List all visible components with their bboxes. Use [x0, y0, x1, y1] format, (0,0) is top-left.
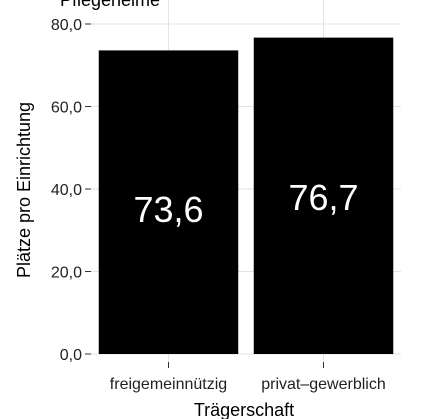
bar-2 [253, 37, 394, 355]
axis-ticks: 0,0 20,0 40,0 60,0 80,0 freigemeinnützig priva… [51, 17, 386, 393]
y-tick-label: 40,0 [51, 182, 82, 199]
y-tick-label: 80,0 [51, 17, 82, 34]
y-tick-label: 20,0 [51, 265, 82, 282]
x-tick-label: privat–gewerblich [261, 376, 386, 393]
y-axis-title: Plätze pro Einrichtung [14, 102, 34, 278]
x-axis-title: Trägerschaft [194, 400, 294, 419]
bar-1 [98, 50, 239, 355]
y-tick-label: 60,0 [51, 100, 82, 117]
y-tick-label: 0,0 [60, 347, 82, 364]
bar-value-label: 73,6 [133, 189, 203, 230]
chart-top-text: Pflegeheime [60, 0, 160, 10]
bars: 73,6 76,7 [98, 37, 394, 355]
bar-value-label: 76,7 [288, 177, 358, 218]
x-tick-label: freigemeinnützig [110, 376, 227, 393]
